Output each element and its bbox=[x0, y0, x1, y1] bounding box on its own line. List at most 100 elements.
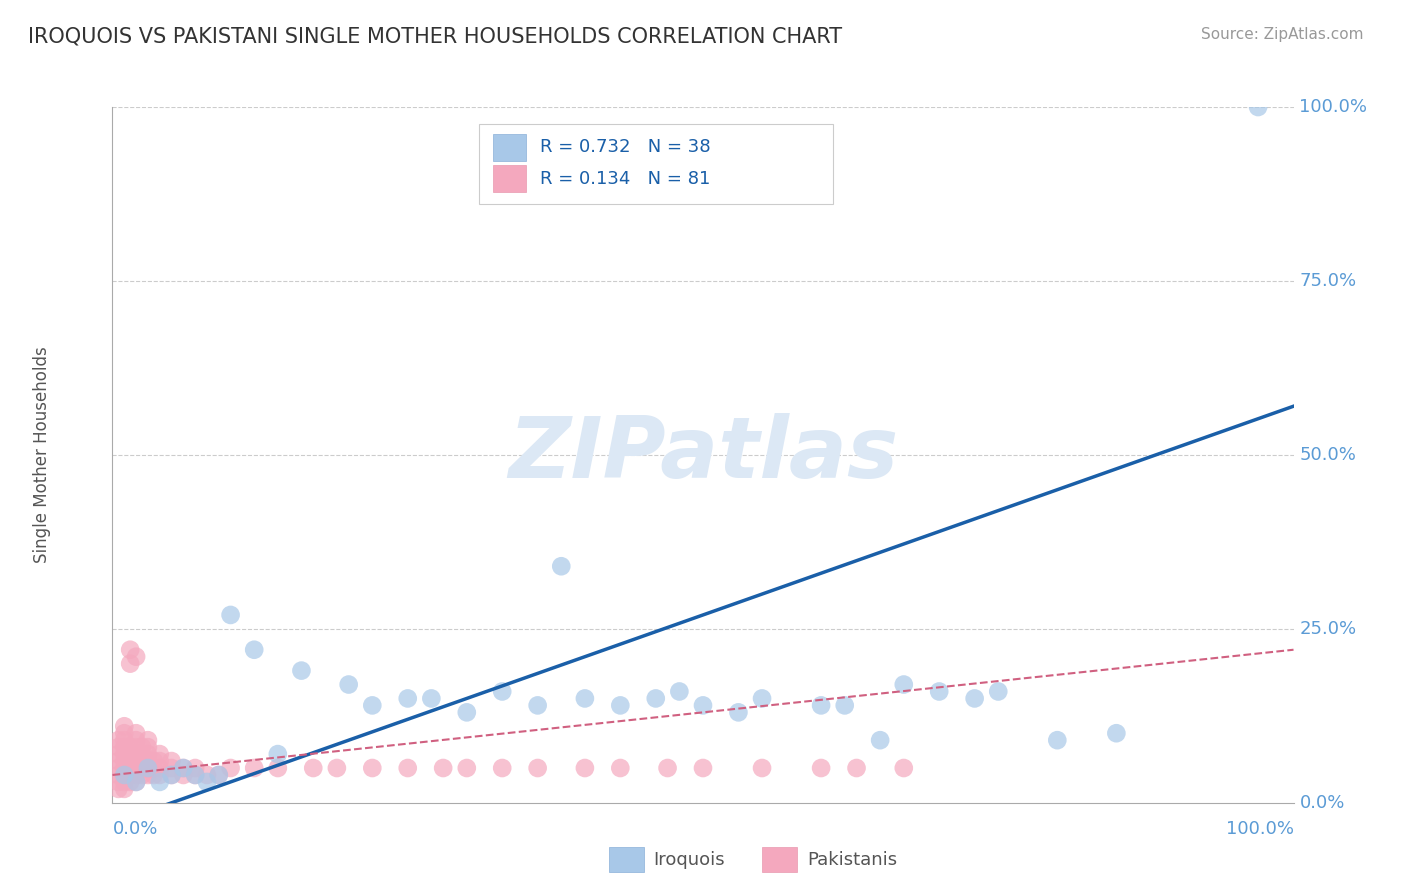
Point bbox=[125, 740, 148, 755]
Point bbox=[609, 698, 631, 713]
Point bbox=[267, 761, 290, 775]
Point bbox=[112, 768, 135, 782]
Point bbox=[125, 775, 148, 789]
Point bbox=[120, 747, 142, 761]
Point bbox=[456, 706, 478, 720]
Bar bbox=[609, 847, 644, 872]
Point bbox=[136, 761, 159, 775]
Point bbox=[125, 761, 148, 775]
Point bbox=[112, 747, 135, 761]
Point bbox=[120, 768, 142, 782]
Point bbox=[491, 684, 513, 698]
Text: 25.0%: 25.0% bbox=[1299, 620, 1357, 638]
Point bbox=[243, 761, 266, 775]
Point bbox=[526, 761, 548, 775]
Point bbox=[869, 733, 891, 747]
Point bbox=[107, 775, 129, 789]
Point bbox=[361, 761, 384, 775]
Bar bbox=[762, 847, 797, 872]
Point bbox=[125, 775, 148, 789]
Point bbox=[136, 761, 159, 775]
Point bbox=[112, 726, 135, 740]
Text: Iroquois: Iroquois bbox=[654, 851, 725, 869]
Point bbox=[290, 664, 312, 678]
Bar bbox=[492, 134, 526, 161]
Point bbox=[1046, 733, 1069, 747]
Point bbox=[149, 775, 172, 789]
Text: Pakistanis: Pakistanis bbox=[807, 851, 897, 869]
Point bbox=[125, 726, 148, 740]
Point bbox=[107, 781, 129, 796]
Point bbox=[131, 747, 153, 761]
Point bbox=[420, 691, 443, 706]
Point bbox=[131, 740, 153, 755]
Point bbox=[160, 754, 183, 768]
Point bbox=[160, 768, 183, 782]
Point bbox=[396, 691, 419, 706]
Text: IROQUOIS VS PAKISTANI SINGLE MOTHER HOUSEHOLDS CORRELATION CHART: IROQUOIS VS PAKISTANI SINGLE MOTHER HOUS… bbox=[28, 27, 842, 46]
Text: 0.0%: 0.0% bbox=[1299, 794, 1344, 812]
Point bbox=[963, 691, 986, 706]
Point bbox=[107, 761, 129, 775]
Point bbox=[160, 761, 183, 775]
Point bbox=[219, 761, 242, 775]
Point bbox=[112, 775, 135, 789]
Text: 75.0%: 75.0% bbox=[1299, 272, 1357, 290]
Point bbox=[727, 706, 749, 720]
Point bbox=[219, 607, 242, 622]
Point bbox=[526, 698, 548, 713]
Point bbox=[142, 754, 165, 768]
Point bbox=[657, 761, 679, 775]
Point bbox=[125, 747, 148, 761]
Point bbox=[456, 761, 478, 775]
Point bbox=[149, 768, 172, 782]
Text: R = 0.732   N = 38: R = 0.732 N = 38 bbox=[540, 138, 710, 156]
Text: 50.0%: 50.0% bbox=[1299, 446, 1357, 464]
Point bbox=[125, 733, 148, 747]
Point bbox=[184, 761, 207, 775]
Point bbox=[243, 642, 266, 657]
Point bbox=[131, 754, 153, 768]
Text: R = 0.134   N = 81: R = 0.134 N = 81 bbox=[540, 169, 710, 187]
Point bbox=[195, 775, 218, 789]
Point bbox=[692, 761, 714, 775]
Point bbox=[574, 761, 596, 775]
Point bbox=[120, 761, 142, 775]
Point bbox=[136, 747, 159, 761]
Point bbox=[208, 768, 231, 782]
Point bbox=[131, 761, 153, 775]
Point bbox=[112, 754, 135, 768]
Point bbox=[136, 768, 159, 782]
Point bbox=[125, 649, 148, 664]
Point bbox=[107, 747, 129, 761]
Point bbox=[337, 677, 360, 691]
Point bbox=[131, 768, 153, 782]
Point bbox=[751, 761, 773, 775]
Point bbox=[142, 761, 165, 775]
Point bbox=[668, 684, 690, 698]
Text: Source: ZipAtlas.com: Source: ZipAtlas.com bbox=[1201, 27, 1364, 42]
Point bbox=[396, 761, 419, 775]
Point bbox=[172, 761, 194, 775]
Point bbox=[172, 761, 194, 775]
FancyBboxPatch shape bbox=[478, 124, 832, 204]
Point bbox=[184, 768, 207, 782]
Point bbox=[491, 761, 513, 775]
Point bbox=[893, 761, 915, 775]
Point bbox=[120, 740, 142, 755]
Point bbox=[845, 761, 868, 775]
Point bbox=[125, 754, 148, 768]
Text: 0.0%: 0.0% bbox=[112, 821, 157, 838]
Point bbox=[609, 761, 631, 775]
Point bbox=[302, 761, 325, 775]
Point bbox=[149, 754, 172, 768]
Point bbox=[107, 740, 129, 755]
Point bbox=[928, 684, 950, 698]
Point bbox=[120, 657, 142, 671]
Point bbox=[361, 698, 384, 713]
Point bbox=[112, 733, 135, 747]
Text: ZIPatlas: ZIPatlas bbox=[508, 413, 898, 497]
Point bbox=[136, 754, 159, 768]
Point bbox=[1247, 100, 1270, 114]
Point bbox=[810, 698, 832, 713]
